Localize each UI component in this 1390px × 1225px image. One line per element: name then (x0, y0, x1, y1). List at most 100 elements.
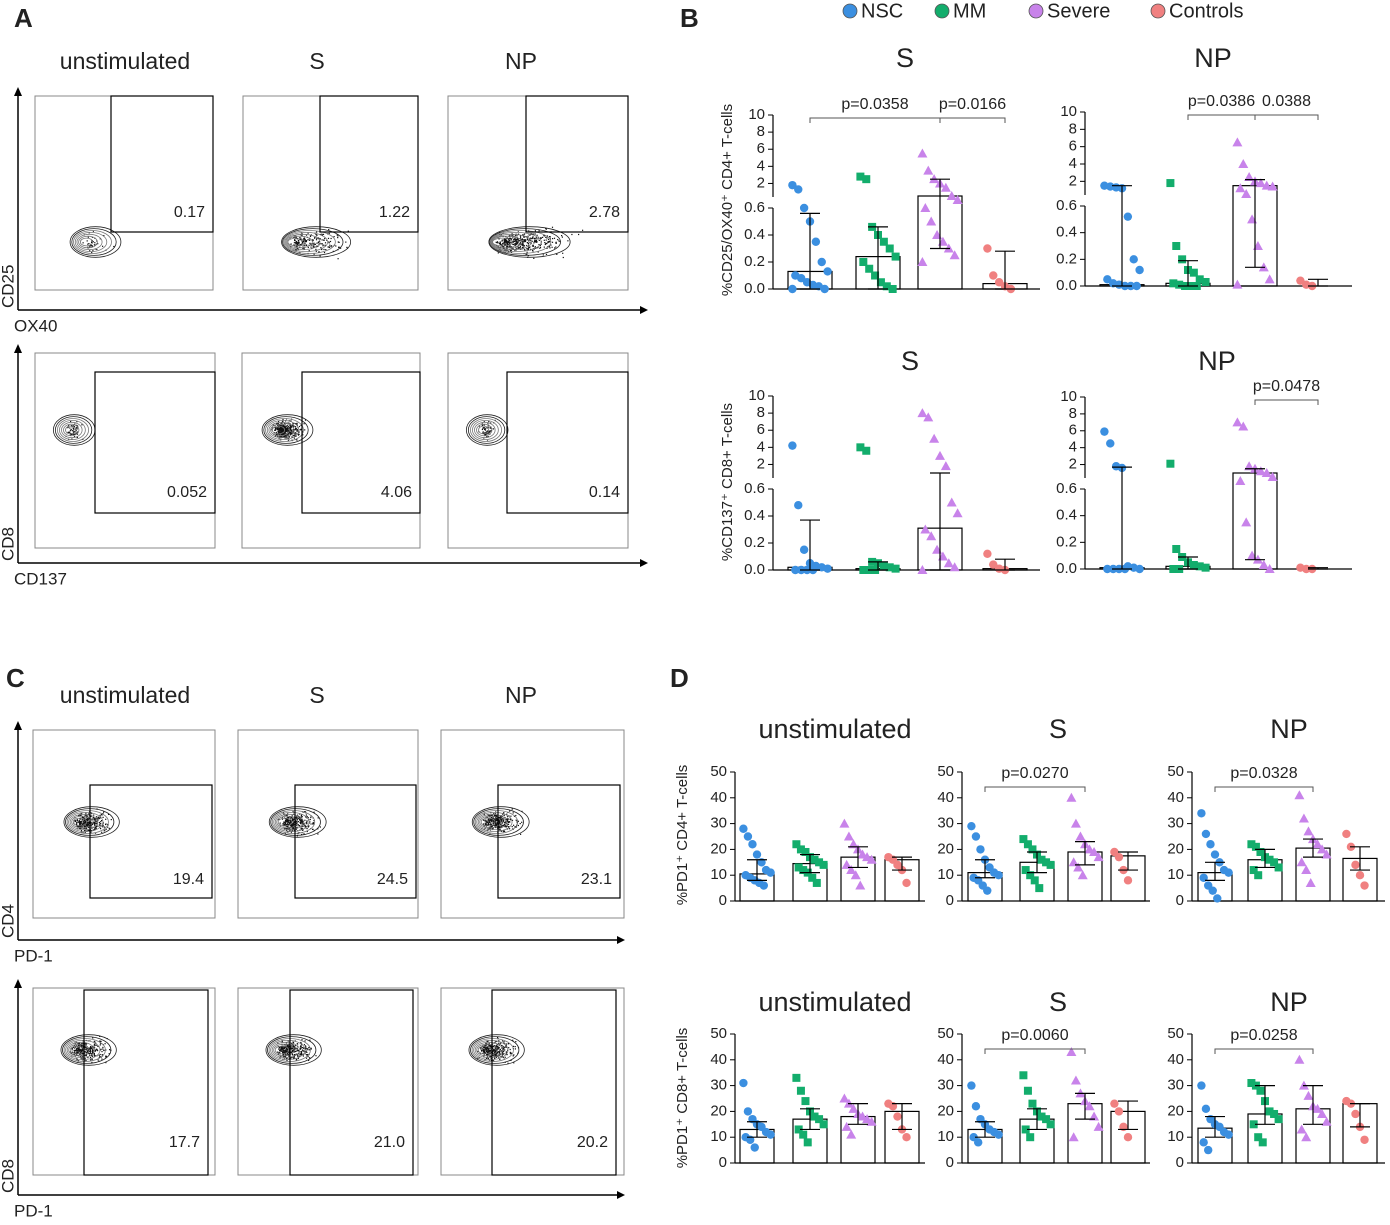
event-dot (525, 239, 527, 241)
gate (110, 95, 214, 233)
event-dot (276, 428, 278, 430)
legend-label: NSC (861, 0, 903, 22)
event-dot (483, 421, 485, 423)
event-dot (509, 828, 511, 830)
event-dot (554, 247, 556, 249)
event-dot (297, 434, 300, 436)
data-point (1093, 852, 1104, 862)
event-dot (532, 236, 534, 238)
event-dot (499, 1043, 501, 1045)
data-point (788, 180, 797, 190)
event-dot (571, 233, 573, 236)
event-dot (503, 1041, 505, 1043)
event-dot (491, 814, 493, 816)
event-dot (545, 239, 547, 241)
y-tick-label: 0 (946, 892, 954, 909)
event-dot (81, 816, 84, 818)
event-dot (79, 1050, 81, 1052)
event-dot (338, 246, 340, 248)
event-dot (492, 1059, 494, 1061)
event-dot (286, 1049, 288, 1051)
y-tick-label: 20 (1167, 840, 1184, 857)
event-dot (532, 245, 534, 247)
event-dot (484, 820, 486, 822)
event-dot (99, 1056, 101, 1058)
event-dot (289, 819, 291, 821)
event-dot (347, 230, 349, 232)
event-dot (69, 432, 71, 434)
event-dot (538, 244, 540, 246)
contour (265, 1034, 322, 1066)
event-dot (484, 1046, 486, 1048)
y-tick-label: 0 (719, 1154, 727, 1171)
event-dot (527, 249, 529, 251)
event-dot (290, 1046, 292, 1048)
event-dot (76, 1050, 78, 1052)
event-dot (519, 240, 521, 242)
event-dot (80, 824, 82, 826)
event-dot (78, 1050, 80, 1052)
event-dot (83, 826, 86, 828)
data-point (801, 1097, 810, 1106)
event-dot (291, 430, 293, 432)
event-dot (281, 1046, 283, 1048)
event-dot (503, 819, 505, 821)
gate (289, 989, 414, 1176)
event-dot (502, 818, 504, 820)
event-dot (71, 433, 73, 435)
event-dot (504, 830, 506, 832)
event-dot (492, 1050, 494, 1052)
event-dot (281, 435, 283, 437)
event-dot (510, 241, 512, 243)
data-point (952, 195, 963, 204)
y-axis-label: CD25 (0, 265, 17, 308)
event-dot (96, 240, 98, 242)
data-point (1210, 850, 1220, 859)
event-dot (502, 245, 504, 247)
event-dot (87, 236, 89, 238)
event-dot (495, 1048, 497, 1050)
event-dot (290, 432, 292, 435)
event-dot (499, 822, 501, 824)
event-dot (513, 235, 515, 237)
y-tick-label: 0.0 (744, 280, 765, 297)
event-dot (483, 1052, 485, 1054)
event-dot (296, 429, 298, 431)
data-point (917, 148, 928, 158)
contour (270, 808, 321, 836)
event-dot (94, 823, 96, 826)
event-dot (291, 823, 293, 826)
event-dot (286, 424, 288, 426)
event-dot (290, 1045, 292, 1047)
data-point (1046, 860, 1055, 869)
event-dot (302, 245, 304, 247)
event-dot (76, 1048, 78, 1050)
data-point (799, 203, 809, 213)
event-dot (296, 1050, 298, 1052)
y-tick-label: 20 (1167, 1102, 1184, 1119)
event-dot (286, 820, 288, 822)
event-dot (78, 1048, 80, 1050)
event-dot (501, 816, 503, 818)
event-dot (85, 820, 87, 822)
event-dot (317, 241, 320, 243)
contour (57, 418, 89, 442)
event-dot (508, 246, 510, 248)
event-dot (299, 1055, 301, 1057)
event-dot (508, 241, 510, 243)
event-dot (76, 1051, 78, 1053)
y-tick-label: 20 (710, 840, 727, 857)
event-dot (484, 432, 486, 434)
event-dot (302, 1055, 304, 1057)
data-point (794, 1125, 803, 1134)
event-dot (526, 248, 528, 250)
data-point (839, 1093, 850, 1103)
event-dot (316, 231, 318, 233)
event-dot (502, 831, 504, 833)
event-dot (490, 820, 492, 822)
data-point (803, 1138, 812, 1147)
event-dot (287, 440, 289, 442)
event-dot (302, 829, 304, 831)
event-dot (305, 1050, 307, 1052)
event-dot (75, 432, 78, 434)
